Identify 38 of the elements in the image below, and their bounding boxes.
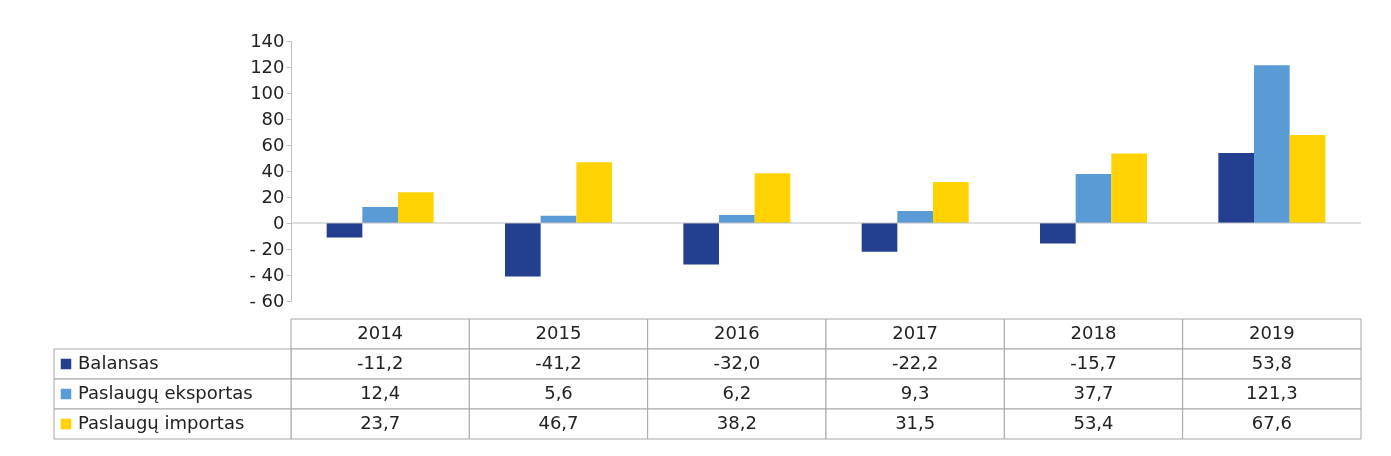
x-tick-label: 2014 — [357, 322, 404, 343]
x-tick-label: 2017 — [892, 322, 939, 343]
data-label: 53,4 — [1073, 412, 1114, 433]
y-tick-label: 60 — [261, 133, 285, 155]
data-label: 46,7 — [538, 412, 579, 433]
data-label: 67,6 — [1251, 412, 1292, 433]
legend-label: Balansas — [78, 352, 159, 373]
data-label: 23,7 — [360, 412, 401, 433]
y-tick-label: 140 — [250, 29, 285, 51]
data-label: 53,8 — [1251, 352, 1292, 373]
y-tick-label: - 20 — [249, 237, 285, 259]
data-label: 37,7 — [1073, 382, 1114, 403]
y-tick-label: 100 — [250, 81, 285, 103]
data-label: 31,5 — [895, 412, 936, 433]
x-tick-label: 2019 — [1248, 322, 1295, 343]
y-tick-label: - 60 — [249, 289, 285, 311]
y-tick-label: 40 — [261, 159, 285, 181]
legend-label: Paslaugų importas — [78, 412, 245, 433]
data-label: 12,4 — [360, 382, 401, 403]
y-tick-label: 80 — [261, 107, 285, 129]
x-tick-label: 2016 — [713, 322, 760, 343]
legend-label: Paslaugų eksportas — [78, 382, 253, 403]
data-label: -32,0 — [713, 352, 761, 373]
data-label: -11,2 — [356, 352, 404, 373]
data-label: 9,3 — [900, 382, 930, 403]
data-label: 5,6 — [544, 382, 573, 403]
y-tick-label: 20 — [261, 185, 285, 207]
data-label: 38,2 — [716, 412, 757, 433]
data-label: -41,2 — [535, 352, 582, 373]
x-tick-label: 2018 — [1070, 322, 1117, 343]
y-tick-label: 0 — [273, 211, 285, 233]
y-tick-label: 120 — [250, 55, 285, 77]
data-label: -22,2 — [891, 352, 939, 373]
x-tick-label: 2015 — [535, 322, 582, 343]
data-label: -15,7 — [1070, 352, 1117, 373]
data-label: 121,3 — [1246, 382, 1298, 403]
data-label: 6,2 — [722, 382, 752, 403]
y-tick-label: - 40 — [249, 263, 285, 285]
